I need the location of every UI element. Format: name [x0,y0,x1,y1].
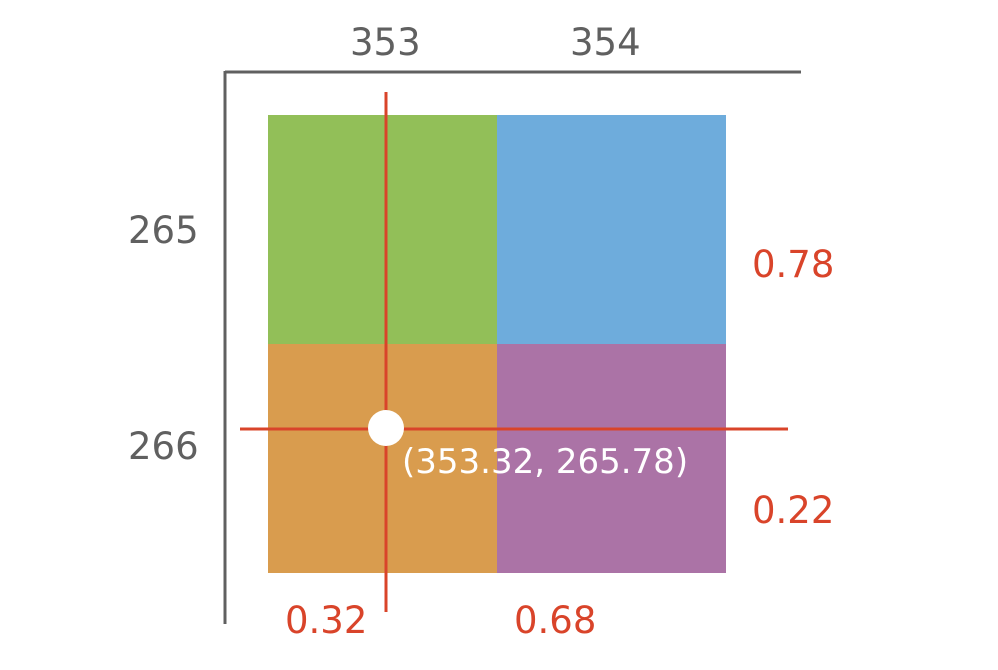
weight-y-bottom: 0.22 [752,489,835,532]
row-label-266: 266 [128,425,199,468]
sample-point-marker [368,410,404,446]
weight-y-top: 0.78 [752,243,835,286]
weight-x-left: 0.32 [285,599,368,642]
column-label-354: 354 [570,21,641,64]
cell-top-left [268,115,497,344]
column-label-353: 353 [350,21,421,64]
cell-bottom-left [268,344,497,573]
cell-top-right [497,115,726,344]
cell-bottom-right [497,344,726,573]
row-label-265: 265 [128,209,199,252]
sample-point-label: (353.32, 265.78) [402,442,689,482]
weight-x-right: 0.68 [514,599,597,642]
